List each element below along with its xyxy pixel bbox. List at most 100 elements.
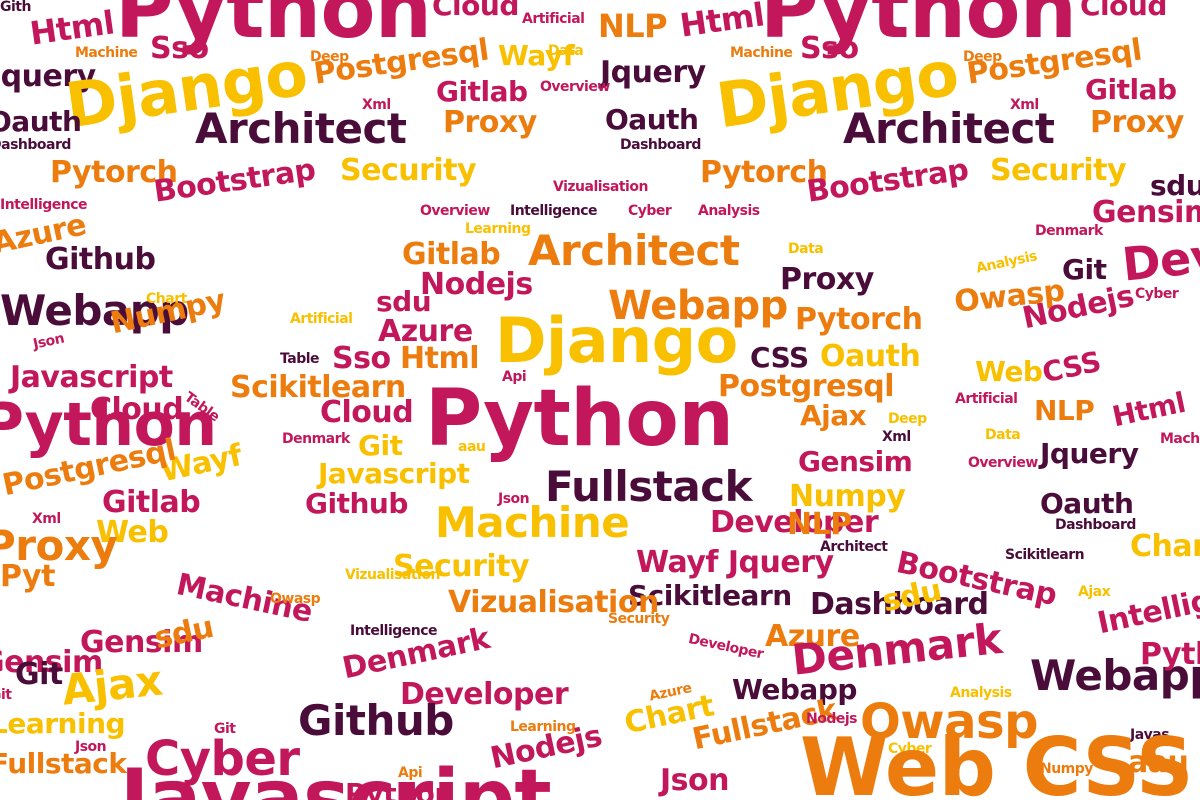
cloud-word-artificial: Artificial	[522, 11, 585, 27]
cloud-word-html: Html	[27, 3, 117, 53]
cloud-word-javascript: Javascript	[318, 457, 470, 490]
cloud-word-dashboard: Dashboard	[620, 137, 701, 153]
cloud-word-api: Api	[502, 369, 527, 385]
cloud-word-cyber: Cyber	[145, 731, 300, 787]
cloud-word-cloud: Cloud	[1080, 0, 1167, 22]
cloud-word-sso: Sso	[332, 341, 391, 376]
cloud-word-gitlab: Gitlab	[436, 75, 528, 108]
cloud-word-intelligence: Intelligence	[350, 623, 438, 639]
cloud-word-azure: Azure	[765, 619, 860, 654]
cloud-word-learning: Learning	[0, 707, 126, 740]
cloud-word-python: Python	[115, 0, 432, 56]
cloud-word-intelligence: Intelligence	[510, 203, 598, 219]
cloud-word-chart: Chart	[1130, 529, 1200, 564]
cloud-word-architect: Architect	[195, 104, 407, 153]
cloud-word-deep: Deep	[963, 49, 1002, 65]
cloud-word-gith: Gith	[0, 0, 31, 15]
cloud-word-jquery: Jquery	[600, 55, 706, 90]
cloud-word-oauth: Oauth	[1040, 487, 1134, 520]
cloud-word-oauth: Oauth	[605, 103, 699, 136]
cloud-word-aau: aau	[1128, 745, 1189, 780]
cloud-word-python: Python	[760, 0, 1077, 56]
cloud-word-numpy: Numpy	[1040, 761, 1093, 777]
cloud-word-cloud: Cloud	[320, 395, 414, 430]
cloud-word-ajax: Ajax	[1078, 584, 1111, 600]
cloud-word-git: Git	[15, 657, 63, 692]
cloud-word-javascript: Javascript	[10, 360, 173, 395]
cloud-word-data: Data	[788, 241, 824, 257]
cloud-word-css: CSS	[1039, 344, 1104, 390]
cloud-word-git: Git	[214, 721, 236, 737]
cloud-word-nlp: NLP	[1034, 394, 1095, 427]
cloud-word-git: Git	[0, 687, 12, 703]
cloud-word-sso: Sso	[150, 31, 209, 66]
cloud-word-owasp: Owasp	[860, 694, 1038, 750]
cloud-word-pytorch: Pytorch	[795, 302, 923, 337]
cloud-word-nlp: NLP	[598, 7, 668, 45]
cloud-word-gitlab: Gitlab	[102, 485, 201, 520]
cloud-word-security: Security	[990, 153, 1127, 188]
cloud-word-wayf-jquery: Wayf Jquery	[636, 545, 834, 580]
cloud-word-analysis: Analysis	[974, 248, 1039, 277]
cloud-word-data: Data	[985, 427, 1021, 443]
cloud-word-nodejs: Nodejs	[806, 711, 857, 727]
cloud-word-django: Django	[495, 304, 738, 377]
cloud-word-github: Github	[298, 696, 454, 745]
cloud-word-developer: Developer	[710, 505, 879, 540]
cloud-word-scikitlearn: Scikitlearn	[1005, 547, 1085, 563]
cloud-word-sso: Sso	[800, 31, 859, 66]
cloud-word-analysis: Analysis	[950, 685, 1012, 701]
cloud-word-pytorch: Pytorch	[700, 155, 828, 190]
cloud-word-data: Data	[548, 43, 584, 59]
cloud-word-cloud: Cloud	[90, 392, 184, 427]
cloud-word-numpy: Numpy	[789, 479, 906, 514]
cloud-word-sdu: sdu	[1150, 169, 1200, 202]
cloud-word-git: Git	[1062, 253, 1107, 286]
cloud-word-security: Security	[608, 611, 670, 627]
cloud-word-architect: Architect	[820, 539, 888, 555]
cloud-word-xml: Xml	[1010, 97, 1039, 113]
cloud-word-security: Security	[393, 549, 530, 584]
cloud-word-xml: Xml	[882, 429, 911, 445]
cloud-word-deep: Deep	[310, 49, 349, 65]
cloud-word-cyber: Cyber	[628, 203, 672, 219]
cloud-word-javascript: Javascript	[120, 754, 552, 800]
cloud-word-sdu: sdu	[376, 285, 432, 318]
cloud-word-overview: Overview	[540, 79, 610, 95]
cloud-word-gensim: Gensim	[80, 625, 203, 660]
cloud-word-deep: Deep	[888, 411, 927, 427]
cloud-word-python: Python	[1140, 637, 1200, 672]
cloud-word-learning: Learning	[510, 719, 576, 735]
cloud-word-webapp: Webapp	[0, 286, 189, 335]
cloud-word-azure: Azure	[378, 314, 473, 349]
cloud-word-gitlab: Gitlab	[402, 237, 501, 272]
cloud-word-nlp: NLP	[787, 507, 852, 542]
cloud-word-nodejs: Nodejs	[420, 267, 533, 302]
cloud-word-proxy: Proxy	[0, 521, 118, 570]
cloud-word-wayf: Wayf	[498, 39, 575, 72]
cloud-word-jquery: Jquery	[0, 59, 96, 94]
cloud-word-pytorch: Pytorch	[50, 155, 178, 190]
cloud-word-overview: Overview	[420, 203, 490, 219]
cloud-word-aau: aau	[458, 439, 486, 455]
cloud-word-fullstack: Fullstack	[545, 462, 753, 511]
cloud-word-github: Github	[305, 487, 408, 520]
cloud-word-mach: Mach	[1160, 431, 1200, 447]
cloud-word-cyber: Cyber	[1135, 286, 1179, 302]
cloud-word-gensim: Gensim	[1092, 195, 1200, 230]
cloud-word-json: Json	[660, 763, 730, 798]
cloud-word-bootstrap: Bootstrap	[804, 152, 971, 210]
cloud-word-overview: Overview	[968, 455, 1038, 471]
cloud-word-proxy: Proxy	[1090, 105, 1184, 140]
cloud-word-oauth: Oauth	[0, 105, 82, 138]
cloud-word-gitlab: Gitlab	[1085, 73, 1177, 106]
cloud-word-webapp: Webapp	[1030, 651, 1200, 700]
cloud-word-ajax: Ajax	[800, 399, 867, 432]
cloud-word-sdu: sdu	[151, 609, 217, 657]
cloud-word-xml: Xml	[32, 511, 61, 527]
cloud-word-machine: Machine	[730, 45, 793, 61]
cloud-word-pyt: Pyt	[0, 559, 55, 594]
cloud-word-scikitlearn: Scikitlearn	[230, 370, 406, 405]
cloud-word-architect: Architect	[528, 226, 740, 275]
cloud-word-python: Python	[0, 390, 217, 460]
